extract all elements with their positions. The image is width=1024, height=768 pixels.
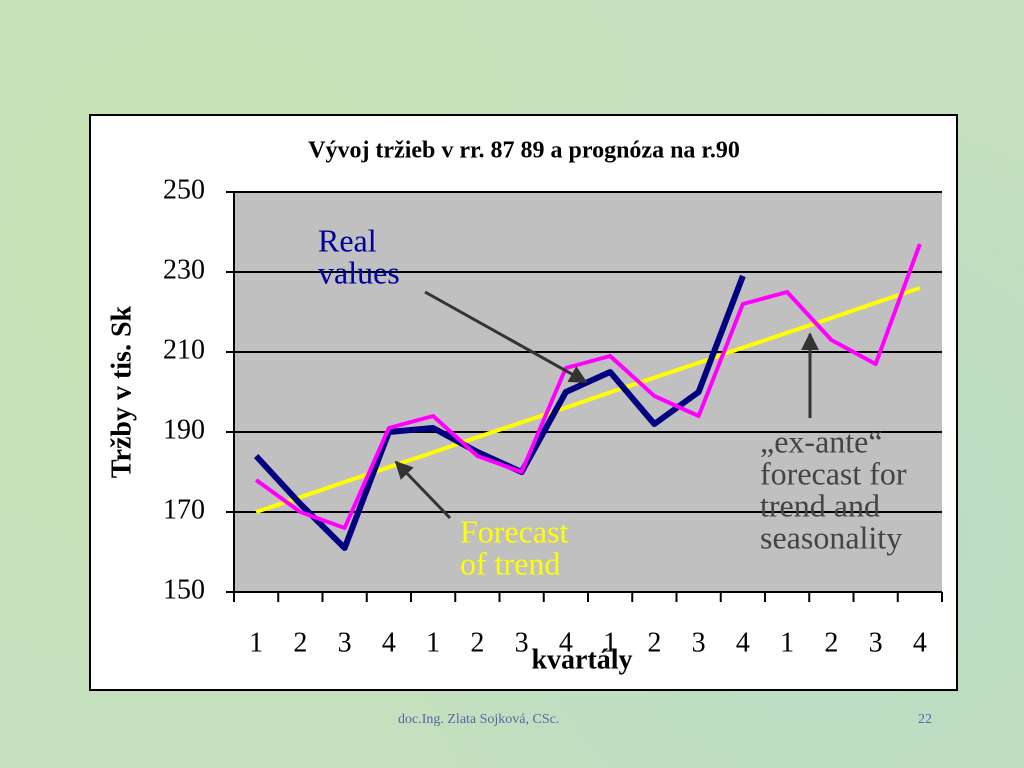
x-tick-label: 2 <box>824 627 838 658</box>
y-tick-label: 170 <box>163 494 205 525</box>
x-tick-label: 3 <box>515 627 529 658</box>
x-tick-label: 2 <box>647 627 661 658</box>
x-tick-label: 3 <box>338 627 352 658</box>
footer-author: doc.Ing. Zlata Sojková, CSc. <box>398 712 559 727</box>
x-tick-label: 3 <box>869 627 883 658</box>
annotation: Real <box>318 222 377 258</box>
y-tick-label: 210 <box>163 334 205 365</box>
y-tick-label: 230 <box>163 254 205 285</box>
x-tick-label: 1 <box>426 627 440 658</box>
annotation: values <box>318 254 400 290</box>
y-tick-label: 190 <box>163 414 205 445</box>
arrow <box>394 460 452 520</box>
chart-title: Vývoj tržieb v rr. 87 89 a prognóza na r… <box>308 138 740 164</box>
annotation: „ex-ante“ <box>760 423 883 459</box>
x-tick-label: 2 <box>293 627 307 658</box>
series-line <box>254 243 922 530</box>
annotation: forecast for <box>760 455 907 491</box>
annotation: seasonality <box>760 519 902 555</box>
x-tick-label: 4 <box>736 627 750 658</box>
x-tick-label: 1 <box>603 627 617 658</box>
x-tick-label: 4 <box>382 627 396 658</box>
annotation: Forecast <box>460 513 569 549</box>
footer-page: 22 <box>918 712 932 727</box>
x-tick-label: 3 <box>692 627 706 658</box>
x-tick-label: 1 <box>249 627 263 658</box>
arrow <box>424 290 588 384</box>
x-tick-label: 1 <box>780 627 794 658</box>
x-tick-label: 4 <box>913 627 927 658</box>
x-tick-label: 2 <box>470 627 484 658</box>
annotation: of trend <box>460 545 560 581</box>
annotation: trend and <box>760 487 880 523</box>
x-axis-label: kvartály <box>531 644 632 675</box>
y-tick-label: 250 <box>163 174 205 205</box>
y-axis-label: Tržby v tis. Sk <box>106 305 137 478</box>
x-tick-label: 4 <box>559 627 573 658</box>
y-tick-label: 150 <box>163 574 205 605</box>
